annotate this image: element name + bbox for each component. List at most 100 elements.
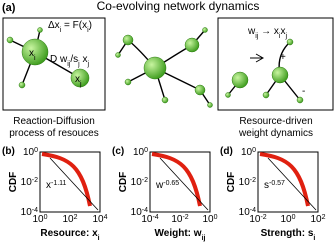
fit-label-part: -0.57	[269, 180, 285, 187]
x-tick-label: 102	[310, 214, 325, 226]
y-tick-label-part: -2	[32, 177, 38, 184]
equation-part: ij	[67, 61, 71, 68]
fit-label-part: w	[155, 180, 164, 191]
y-tick-label-part: 0	[252, 147, 256, 154]
caption: process of resouces	[9, 128, 99, 139]
x-tick-label-part: 10	[141, 214, 153, 225]
x-tick-label-part: 2	[74, 214, 78, 221]
equation-part: )	[89, 20, 92, 31]
y-tick-label: 10-2	[21, 177, 38, 189]
x-label-part: i	[313, 235, 315, 242]
fit-label: s-0.57	[264, 180, 285, 192]
x-label: Weight: wij	[155, 228, 206, 242]
y-tick-label-part: -4	[250, 207, 256, 214]
x-tick-label-part: -2	[260, 214, 266, 221]
panel-label: (d)	[220, 146, 233, 157]
y-tick-label: 10-4	[21, 207, 38, 219]
equation-part: = F(x	[61, 20, 87, 31]
network-edges	[9, 29, 301, 106]
y-tick-label-part: 10	[133, 147, 145, 158]
equation: wij → xixj	[247, 26, 287, 40]
caption: Resource-driven	[239, 116, 312, 127]
y-tick-label: 10-4	[239, 207, 256, 219]
cdf-curve	[259, 152, 310, 207]
y-tick-label: 10-4	[131, 207, 148, 219]
equation-part: x	[280, 26, 285, 37]
right-box	[217, 17, 334, 111]
equation-part: /s	[70, 54, 78, 65]
x-tick-label-part: 10	[310, 214, 322, 225]
node-label-part: j	[79, 81, 82, 88]
equation: D wij/sj xj	[50, 54, 89, 68]
cdf-curve	[41, 152, 92, 207]
y-tick-label: 10-2	[239, 177, 256, 189]
y-tick-label-part: -4	[142, 207, 148, 214]
y-label: CDF	[118, 172, 129, 193]
equation-part: j	[77, 61, 80, 68]
equation-part: → x	[258, 26, 279, 37]
x-tick-label-part: 2	[322, 214, 326, 221]
y-tick-label: 100	[133, 147, 148, 159]
equation-part: Δx	[48, 20, 60, 31]
x-tick-label: 10-2	[171, 214, 188, 226]
y-tick-label-part: 10	[131, 177, 143, 188]
y-tick-label-part: 10	[241, 147, 253, 158]
y-tick-label-part: 10	[239, 207, 251, 218]
node-label-part: i	[34, 55, 36, 62]
cdf-curve	[151, 152, 202, 207]
left-box	[2, 17, 106, 111]
y-tick-label-part: 10	[131, 207, 143, 218]
fit-label: w-0.65	[155, 180, 179, 192]
node-label-part: x	[75, 74, 80, 85]
x-tick-label-part: 10	[92, 214, 104, 225]
x-tick-label: 10-2	[249, 214, 266, 226]
plot-frame	[39, 151, 101, 213]
x-tick-label-part: 4	[104, 214, 108, 221]
y-tick-label-part: 0	[34, 147, 38, 154]
x-label-part: Strength: s	[261, 228, 314, 239]
y-label: CDF	[8, 172, 19, 193]
x-tick-label-part: 0	[214, 214, 218, 221]
x-tick-label: 100	[202, 214, 217, 226]
equation-part: w	[59, 54, 68, 65]
caption: weight dynamics	[238, 128, 313, 139]
y-tick-label-part: 10	[239, 177, 251, 188]
title: Co-evolving network dynamics	[97, 0, 260, 13]
y-tick-label: 100	[23, 147, 38, 159]
node-label-part: x	[29, 48, 34, 59]
equation-part: i	[279, 33, 281, 40]
y-tick-label-part: 10	[21, 207, 33, 218]
x-tick-label: 100	[32, 214, 47, 226]
fit-line	[49, 157, 99, 211]
x-tick-label-part: 0	[292, 214, 296, 221]
fit-label-part: -1.11	[51, 180, 67, 187]
x-tick-label: 102	[62, 214, 77, 226]
fit-label-part: -0.65	[163, 180, 179, 187]
x-tick-label-part: 10	[171, 214, 183, 225]
sign: +	[280, 52, 286, 63]
x-tick-label: 104	[92, 214, 107, 226]
panel-label: (b)	[2, 146, 15, 157]
sign: -	[302, 86, 305, 97]
network-nodes	[6, 27, 304, 108]
plot-frame	[257, 151, 319, 213]
x-label-part: ij	[202, 235, 206, 242]
equation-part: w	[247, 26, 256, 37]
x-tick-label: 10-4	[141, 214, 158, 226]
equation-part: i	[60, 27, 62, 34]
x-tick-label-part: 10	[249, 214, 261, 225]
equation-part: j	[284, 33, 287, 40]
equation-part: j	[86, 61, 89, 68]
equation-part: D	[50, 54, 60, 65]
y-tick-label-part: -2	[250, 177, 256, 184]
panel-label: (c)	[112, 146, 124, 157]
y-label: CDF	[226, 172, 237, 193]
fit-label: x-1.11	[46, 180, 67, 192]
x-tick-label-part: 10	[280, 214, 292, 225]
y-tick-label-part: -2	[142, 177, 148, 184]
equation-part: ij	[255, 33, 259, 40]
node-label: xj	[75, 74, 82, 88]
x-tick-label: 100	[280, 214, 295, 226]
x-label: Strength: si	[261, 228, 316, 242]
